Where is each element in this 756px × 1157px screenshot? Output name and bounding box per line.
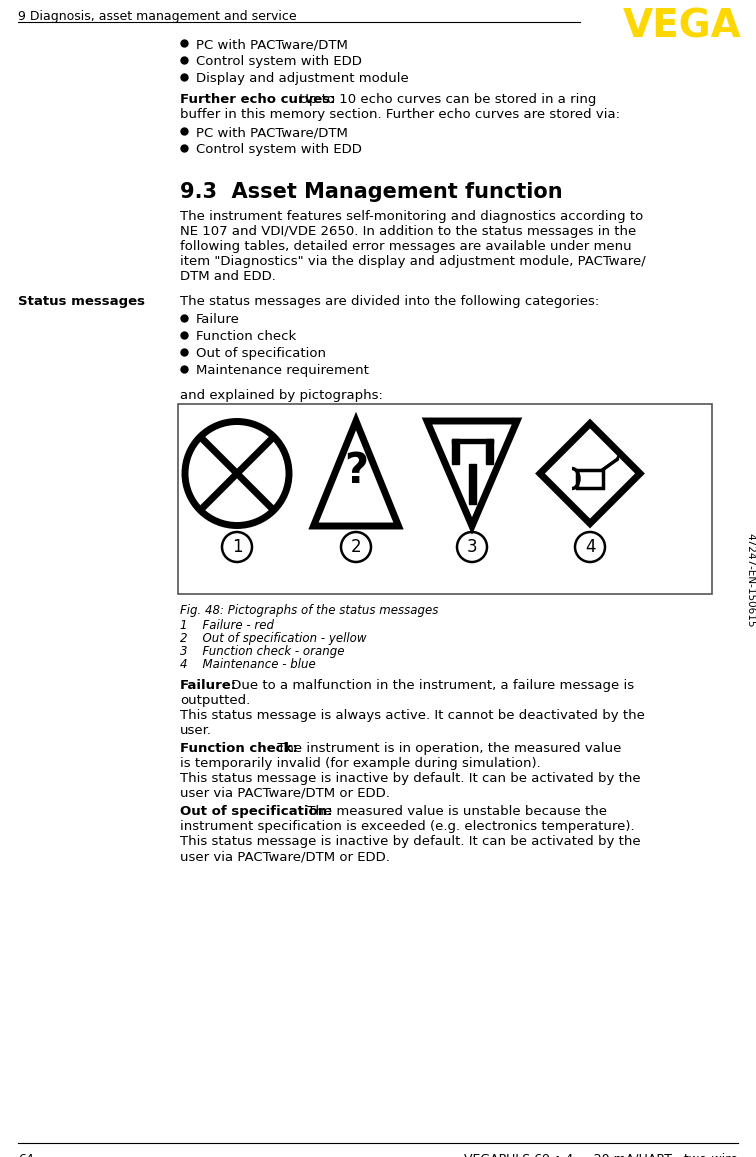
Text: VEGA: VEGA	[623, 8, 742, 46]
Text: is temporarily invalid (for example during simulation).: is temporarily invalid (for example duri…	[180, 757, 541, 771]
Text: 1: 1	[231, 538, 243, 557]
Text: user via PACTware/DTM or EDD.: user via PACTware/DTM or EDD.	[180, 787, 390, 799]
Text: NE 107 and VDI/VDE 2650. In addition to the status messages in the: NE 107 and VDI/VDE 2650. In addition to …	[180, 224, 637, 238]
Text: Function check:: Function check:	[180, 742, 298, 756]
Text: Fig. 48: Pictographs of the status messages: Fig. 48: Pictographs of the status messa…	[180, 604, 438, 617]
Text: 3    Function check - orange: 3 Function check - orange	[180, 644, 345, 658]
Text: buffer in this memory section. Further echo curves are stored via:: buffer in this memory section. Further e…	[180, 108, 620, 121]
Text: Maintenance requirement: Maintenance requirement	[196, 364, 369, 377]
Text: Up to 10 echo curves can be stored in a ring: Up to 10 echo curves can be stored in a …	[295, 93, 596, 106]
Text: Out of specification:: Out of specification:	[180, 805, 333, 818]
Text: 3: 3	[466, 538, 477, 557]
Text: 64: 64	[18, 1154, 34, 1157]
Polygon shape	[485, 439, 492, 464]
Text: and explained by pictographs:: and explained by pictographs:	[180, 389, 383, 401]
Text: 9 Diagnosis, asset management and service: 9 Diagnosis, asset management and servic…	[18, 10, 296, 23]
Text: Status messages: Status messages	[18, 295, 145, 308]
Text: following tables, detailed error messages are available under menu: following tables, detailed error message…	[180, 239, 631, 253]
Polygon shape	[469, 464, 476, 504]
Text: The instrument features self-monitoring and diagnostics according to: The instrument features self-monitoring …	[180, 211, 643, 223]
Text: 1    Failure - red: 1 Failure - red	[180, 619, 274, 632]
Text: 2: 2	[351, 538, 361, 557]
Polygon shape	[451, 439, 458, 464]
Text: Due to a malfunction in the instrument, a failure message is: Due to a malfunction in the instrument, …	[227, 679, 634, 692]
Text: The instrument is in operation, the measured value: The instrument is in operation, the meas…	[273, 742, 621, 756]
Text: 47247-EN-150615: 47247-EN-150615	[745, 532, 755, 627]
Text: VEGAPULS 69 • 4 … 20 mA/HART · two-wire: VEGAPULS 69 • 4 … 20 mA/HART · two-wire	[464, 1154, 738, 1157]
Text: This status message is inactive by default. It can be activated by the: This status message is inactive by defau…	[180, 772, 640, 784]
Text: 4    Maintenance - blue: 4 Maintenance - blue	[180, 658, 316, 671]
Text: Out of specification: Out of specification	[196, 347, 326, 360]
Text: This status message is inactive by default. It can be activated by the: This status message is inactive by defau…	[180, 835, 640, 848]
Text: 2    Out of specification - yellow: 2 Out of specification - yellow	[180, 632, 367, 644]
Bar	[178, 404, 712, 594]
Polygon shape	[451, 439, 492, 443]
Text: Control system with EDD: Control system with EDD	[196, 56, 362, 68]
Text: Further echo curves:: Further echo curves:	[180, 93, 336, 106]
Text: instrument specification is exceeded (e.g. electronics temperature).: instrument specification is exceeded (e.…	[180, 820, 634, 833]
Text: PC with PACTware/DTM: PC with PACTware/DTM	[196, 126, 348, 139]
Text: 4: 4	[584, 538, 595, 557]
Text: Failure:: Failure:	[180, 679, 237, 692]
Text: ?: ?	[344, 450, 368, 493]
Text: item "Diagnostics" via the display and adjustment module, PACTware/: item "Diagnostics" via the display and a…	[180, 255, 646, 268]
Text: 9.3  Asset Management function: 9.3 Asset Management function	[180, 182, 562, 202]
Text: PC with PACTware/DTM: PC with PACTware/DTM	[196, 38, 348, 51]
Text: Failure: Failure	[196, 314, 240, 326]
Text: user.: user.	[180, 724, 212, 737]
Text: Display and adjustment module: Display and adjustment module	[196, 72, 409, 84]
Text: user via PACTware/DTM or EDD.: user via PACTware/DTM or EDD.	[180, 850, 390, 863]
Text: DTM and EDD.: DTM and EDD.	[180, 270, 276, 283]
Text: Control system with EDD: Control system with EDD	[196, 143, 362, 156]
Text: The measured value is unstable because the: The measured value is unstable because t…	[303, 805, 607, 818]
Text: Function check: Function check	[196, 330, 296, 342]
Text: outputted.: outputted.	[180, 694, 250, 707]
Text: The status messages are divided into the following categories:: The status messages are divided into the…	[180, 295, 600, 308]
Text: This status message is always active. It cannot be deactivated by the: This status message is always active. It…	[180, 709, 645, 722]
